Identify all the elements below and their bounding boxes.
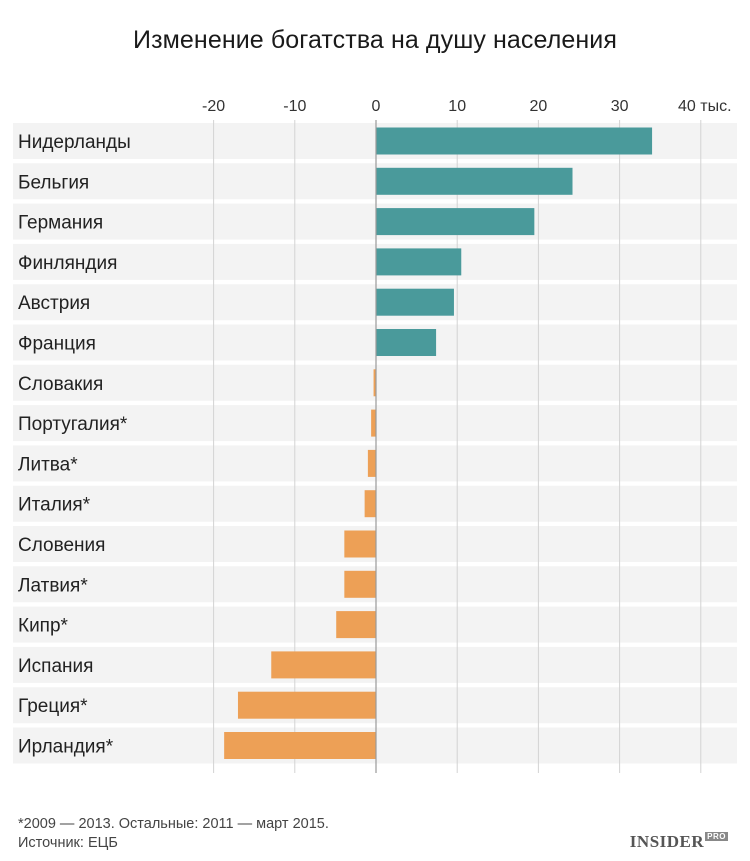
bar-6 xyxy=(376,329,437,356)
tick-label: 40 тыс. xyxy=(678,98,732,115)
bar-1 xyxy=(376,127,653,155)
footnote: *2009 — 2013. Остальные: 2011 — март 201… xyxy=(18,816,329,832)
tick-label: -10 xyxy=(283,98,306,115)
bar-14 xyxy=(271,651,376,679)
tick-label: 20 xyxy=(530,98,548,115)
category-label: Литва* xyxy=(18,454,78,475)
tick-label: 10 xyxy=(448,98,466,115)
row-band xyxy=(13,243,737,280)
tick-labels: -20 -10 0 10 20 30 40 тыс. xyxy=(202,98,732,115)
chart-title: Изменение богатства на душу населения xyxy=(133,26,617,54)
category-label: Италия* xyxy=(18,495,91,516)
category-label: Словакия xyxy=(18,374,103,395)
source-note: Источник: ЕЦБ xyxy=(18,835,118,851)
bar-8 xyxy=(371,409,376,437)
bar-7 xyxy=(373,369,376,397)
bar-12 xyxy=(344,570,376,598)
bars xyxy=(224,127,653,759)
bar-4 xyxy=(376,248,462,276)
category-label: Ирландия* xyxy=(18,737,114,758)
category-label: Словения xyxy=(18,535,105,556)
category-label: Австрия xyxy=(18,293,90,314)
category-label: Кипр* xyxy=(18,616,69,637)
category-label: Латвия* xyxy=(18,575,88,596)
bar-10 xyxy=(364,490,376,518)
category-label: Греция* xyxy=(18,696,88,717)
row-band xyxy=(13,284,737,321)
bar-5 xyxy=(376,288,454,316)
insider-pro-logo: INSIDER PRO xyxy=(629,832,728,851)
tick-label: -20 xyxy=(202,98,225,115)
bar-chart: -20 -10 0 10 20 30 40 тыс. Нидерланды Бельгия Ге… xyxy=(13,98,737,773)
row-band xyxy=(13,324,737,361)
tick-label: 30 xyxy=(611,98,629,115)
category-label: Испания xyxy=(18,656,93,677)
gridlines xyxy=(213,120,702,773)
bar-9 xyxy=(367,449,376,477)
row-band xyxy=(13,203,737,240)
bar-15 xyxy=(237,691,376,719)
category-label: Бельгия xyxy=(18,172,89,193)
bar-2 xyxy=(376,167,573,195)
category-label: Финляндия xyxy=(18,253,117,274)
bar-13 xyxy=(336,611,376,639)
category-label: Франция xyxy=(18,334,96,355)
category-label: Португалия* xyxy=(18,414,128,435)
row-band xyxy=(13,163,737,200)
bar-11 xyxy=(344,530,376,558)
bar-3 xyxy=(376,208,535,236)
category-labels: Нидерланды Бельгия Германия Финляндия Австри… xyxy=(18,132,131,758)
bar-16 xyxy=(224,732,376,759)
category-label: Германия xyxy=(18,213,103,234)
tick-label: 0 xyxy=(372,98,381,115)
category-label: Нидерланды xyxy=(18,132,131,153)
